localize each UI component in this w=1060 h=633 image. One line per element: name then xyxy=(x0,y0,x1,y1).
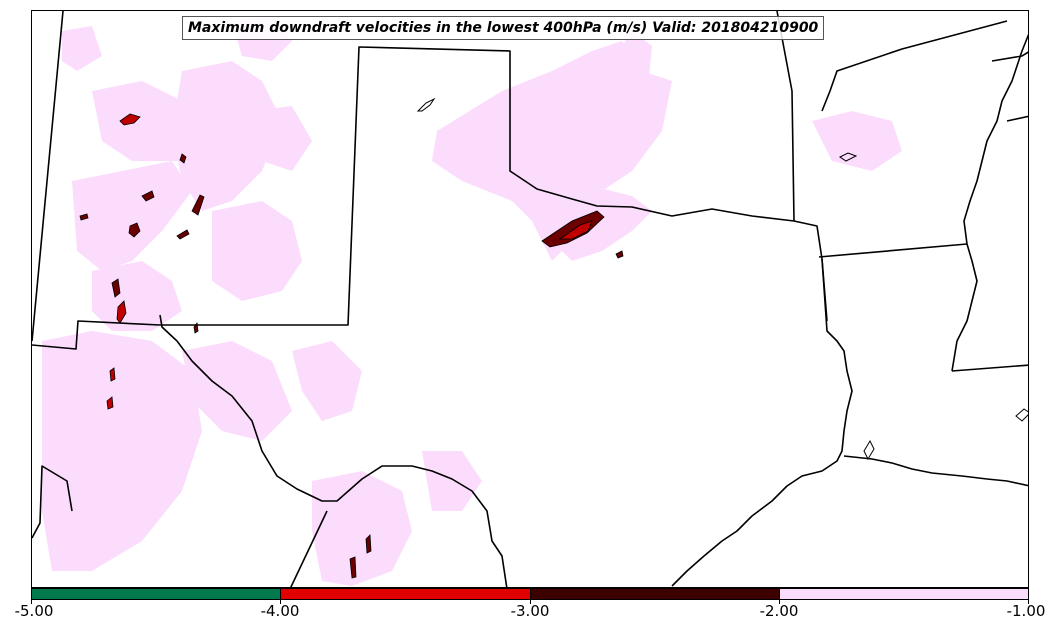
colorbar xyxy=(31,588,1029,600)
colorbar-tick-label: -1.00 xyxy=(1006,602,1046,620)
colorbar-bin-pink xyxy=(779,589,1028,599)
colorbar-tick-label: -2.00 xyxy=(759,602,799,620)
state-boundaries xyxy=(32,11,1028,587)
colorbar-tick xyxy=(31,600,32,604)
colorbar-tick-label: -4.00 xyxy=(260,602,300,620)
colorbar-bin-green xyxy=(32,589,282,599)
colorbar-tick xyxy=(1028,600,1029,604)
colorbar-bin-darkred xyxy=(530,589,780,599)
colorbar-tick xyxy=(530,600,531,604)
strong-downdraft-cells xyxy=(79,113,624,579)
map-panel xyxy=(31,10,1029,588)
colorbar-tick-label: -5.00 xyxy=(14,602,54,620)
colorbar-tick xyxy=(280,600,281,604)
colorbar-tick-label: -3.00 xyxy=(510,602,550,620)
light-downdraft-swaths xyxy=(42,16,902,586)
map-title: Maximum downdraft velocities in the lowe… xyxy=(182,16,825,40)
map-canvas xyxy=(32,11,1028,587)
colorbar-bin-red xyxy=(281,589,531,599)
colorbar-tick xyxy=(779,600,780,604)
lake-outlines xyxy=(416,97,1028,461)
